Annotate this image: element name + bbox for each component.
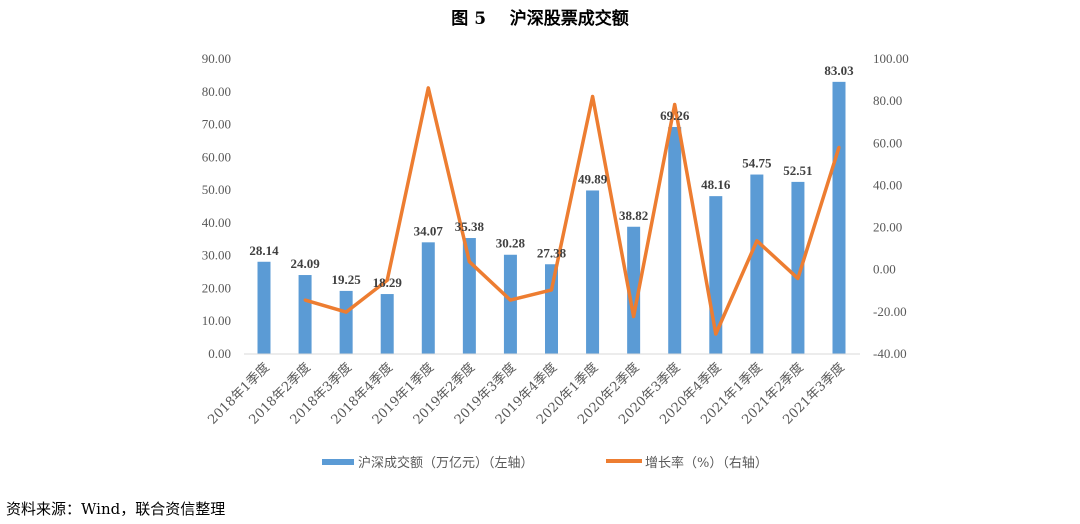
bar-data-label: 38.82 [619,208,648,223]
left-tick-label: 20.00 [202,280,231,295]
bar-data-label: 54.75 [742,156,772,171]
category-axis: 2018年1季度2018年2季度2018年3季度2018年4季度2019年1季度… [205,353,860,428]
bar-data-label: 83.03 [824,63,854,78]
bar-series [257,81,846,355]
bar [339,290,353,354]
bar-data-label: 28.14 [249,243,279,258]
line-point [837,145,841,149]
bar [586,190,600,354]
bar [421,242,435,354]
bar-data-label: 30.28 [496,236,526,251]
bar [832,81,846,355]
left-tick-label: 10.00 [202,313,231,328]
right-tick-label: -20.00 [873,304,907,319]
data-labels: 28.14 24.09 19.25 18.29 34.07 35.38 30.28 27.38… [249,63,854,290]
left-tick-label: 80.00 [202,84,231,99]
bar-data-label: 35.38 [455,219,485,234]
bar [750,174,764,354]
legend-bar-label: 沪深成交额（万亿元）（左轴） [358,455,534,471]
bar-data-label: 49.89 [578,171,608,186]
growth-rate-line [304,86,841,336]
line-point [755,239,759,243]
line-point [467,260,471,264]
line-point [796,276,800,280]
right-tick-label: 40.00 [873,177,902,192]
bar [380,294,394,354]
line-point [714,332,718,336]
line-point [385,278,389,282]
right-tick-label: 100.00 [873,51,909,66]
bar [668,126,682,354]
left-axis: 0.00 10.00 20.00 30.00 40.00 50.00 60.00 70.00 8… [202,51,231,361]
line-point [344,310,348,314]
right-tick-label: -40.00 [873,346,907,361]
right-tick-label: 80.00 [873,93,902,108]
bar [545,264,558,354]
legend-line-swatch [606,459,642,463]
bar-data-label: 19.25 [332,272,362,287]
right-tick-label: 60.00 [873,135,902,150]
line-point [591,95,595,99]
source-note: 资料来源：Wind，联合资信整理 [6,500,225,518]
bar-data-label: 24.09 [290,256,320,271]
bar-data-label: 52.51 [783,163,812,178]
bar-data-label: 34.07 [414,223,444,238]
line-series [303,86,841,336]
left-tick-label: 30.00 [202,248,231,263]
line-point [508,298,512,302]
legend-line-label: 增长率（%）（右轴） [645,455,768,471]
left-tick-label: 40.00 [202,215,231,230]
left-tick-label: 0.00 [208,346,231,361]
bar-data-label: 48.16 [701,177,731,192]
left-tick-label: 90.00 [202,51,231,66]
bar [298,275,312,354]
left-tick-label: 60.00 [202,149,231,164]
line-point [426,86,430,90]
legend: 沪深成交额（万亿元）（左轴） 增长率（%）（右轴） [322,455,768,471]
line-point [673,103,677,107]
bar-data-label: 18.29 [373,275,403,290]
right-axis: -40.00 -20.00 0.00 20.00 40.00 60.00 80.00 100.… [873,51,909,361]
right-tick-label: 20.00 [873,220,902,235]
bar-data-label: 69.26 [660,108,690,123]
bar-data-label: 27.38 [537,245,567,260]
bar [257,261,271,354]
line-point [550,288,553,292]
left-tick-label: 70.00 [202,117,231,132]
chart-title: 图 5 沪深股票成交额 [451,8,628,29]
line-point [632,314,636,318]
line-point [303,298,307,302]
bar [503,254,517,354]
bar [791,181,805,354]
right-tick-label: 0.00 [873,262,896,277]
bar [627,226,641,354]
left-tick-label: 50.00 [202,182,231,197]
legend-bar-swatch [322,459,354,465]
